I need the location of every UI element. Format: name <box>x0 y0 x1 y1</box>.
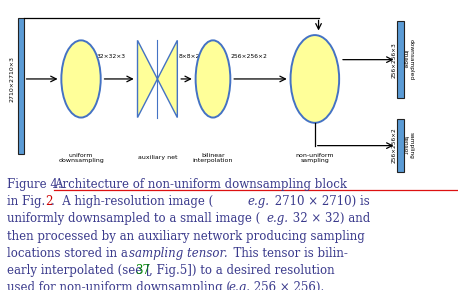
Ellipse shape <box>291 35 339 123</box>
Text: sampling tensor.: sampling tensor. <box>129 247 227 260</box>
Text: 32×32×3: 32×32×3 <box>97 54 125 59</box>
Text: This tensor is bilin-: This tensor is bilin- <box>226 247 348 260</box>
Text: 2710×2710×3: 2710×2710×3 <box>10 56 14 102</box>
Text: 2: 2 <box>45 195 52 208</box>
Polygon shape <box>157 40 177 117</box>
Text: early interpolated (see [: early interpolated (see [ <box>7 264 150 277</box>
Text: used for non-uniform downsampling (: used for non-uniform downsampling ( <box>7 281 231 290</box>
Text: then processed by an auxiliary network producing sampling: then processed by an auxiliary network p… <box>7 230 365 242</box>
Text: Figure 4:: Figure 4: <box>7 178 62 191</box>
Text: , Fig.5]) to a desired resolution: , Fig.5]) to a desired resolution <box>149 264 335 277</box>
Text: 256×256×2: 256×256×2 <box>231 54 268 59</box>
Text: downsampled
image: downsampled image <box>403 39 414 80</box>
Text: auxiliary net: auxiliary net <box>138 155 177 160</box>
Bar <box>397 21 404 98</box>
Text: uniformly downsampled to a small image (: uniformly downsampled to a small image ( <box>7 212 260 225</box>
Text: 8×8×2: 8×8×2 <box>178 54 200 59</box>
Text: Architecture of non-uniform downsampling block: Architecture of non-uniform downsampling… <box>54 178 347 191</box>
Text: e.g.: e.g. <box>228 281 250 290</box>
Text: e.g.: e.g. <box>248 195 269 208</box>
Ellipse shape <box>61 40 100 117</box>
Text: in Fig.: in Fig. <box>7 195 49 208</box>
Text: e.g.: e.g. <box>266 212 288 225</box>
Text: 32 × 32) and: 32 × 32) and <box>288 212 370 225</box>
Bar <box>18 17 24 154</box>
Text: .  A high-resolution image (: . A high-resolution image ( <box>51 195 213 208</box>
Text: bilinear
interpolation: bilinear interpolation <box>193 153 233 163</box>
Text: sampling
tensor: sampling tensor <box>403 132 414 159</box>
Text: 37: 37 <box>136 264 150 277</box>
Text: 256 × 256).: 256 × 256). <box>250 281 324 290</box>
Text: non-uniform
sampling: non-uniform sampling <box>295 153 334 163</box>
Text: 256×256×2: 256×256×2 <box>392 128 396 164</box>
Text: uniform
downsampling: uniform downsampling <box>58 153 104 163</box>
Bar <box>397 119 404 172</box>
Ellipse shape <box>196 40 231 117</box>
Text: 2710 × 2710) is: 2710 × 2710) is <box>271 195 370 208</box>
Text: 256×256×3: 256×256×3 <box>392 42 396 77</box>
Text: locations stored in a: locations stored in a <box>7 247 131 260</box>
Polygon shape <box>138 40 157 117</box>
